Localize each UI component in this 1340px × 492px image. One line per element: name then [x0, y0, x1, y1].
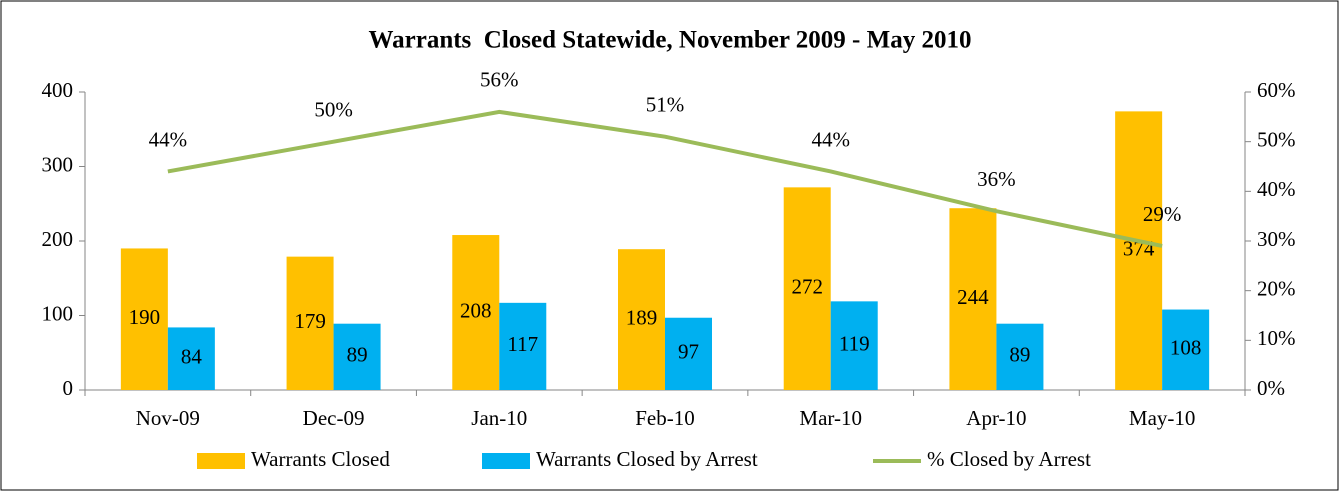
bar-value-label: 117 — [507, 332, 538, 356]
x-tick-label: Mar-10 — [799, 406, 862, 430]
x-tick-label: Jan-10 — [471, 406, 527, 430]
y2-tick-label: 60% — [1257, 78, 1296, 102]
line-value-label: 44% — [149, 127, 188, 151]
bar — [286, 256, 334, 390]
bar — [1115, 111, 1163, 391]
bar-value-label: 108 — [1170, 336, 1202, 360]
line-value-label: 50% — [314, 97, 353, 121]
y2-tick-label: 10% — [1257, 326, 1296, 350]
bar-value-label: 190 — [129, 305, 161, 329]
bar — [783, 187, 831, 390]
legend-swatch — [482, 453, 530, 469]
x-tick-label: Feb-10 — [635, 406, 695, 430]
line-value-label: 29% — [1143, 202, 1182, 226]
bar — [996, 323, 1044, 390]
y2-tick-label: 30% — [1257, 227, 1296, 251]
bar-value-label: 89 — [1009, 343, 1030, 367]
line-series — [167, 109, 1163, 248]
bar — [333, 323, 381, 390]
y2-tick-label: 0% — [1257, 376, 1285, 400]
x-tick-label: May-10 — [1129, 406, 1196, 430]
bar-value-label: 119 — [839, 331, 870, 355]
y-tick-label: 300 — [42, 152, 74, 176]
bar — [1162, 309, 1210, 390]
x-tick-label: Apr-10 — [966, 406, 1026, 430]
chart-title: Warrants Closed Statewide, November 2009… — [369, 27, 972, 54]
y-tick-label: 0 — [63, 376, 74, 400]
x-tick-label: Nov-09 — [136, 406, 200, 430]
line-value-label: 44% — [811, 127, 850, 151]
line-value-label: 56% — [480, 68, 519, 92]
bar — [452, 235, 500, 390]
bar — [949, 208, 997, 390]
bar-value-label: 272 — [791, 274, 823, 298]
bar — [830, 301, 878, 390]
y-tick-label: 200 — [42, 227, 74, 251]
bar-value-label: 97 — [678, 340, 699, 364]
y2-tick-label: 50% — [1257, 127, 1296, 151]
bar-value-label: 84 — [181, 345, 203, 369]
y2-tick-label: 20% — [1257, 276, 1296, 300]
bar-value-label: 179 — [294, 309, 326, 333]
bar-value-label: 89 — [347, 343, 368, 367]
bar — [665, 317, 712, 390]
bar — [120, 248, 168, 390]
bar — [167, 327, 215, 390]
bar-value-label: 208 — [460, 298, 492, 322]
bar — [499, 302, 547, 390]
line-value-label: 36% — [977, 167, 1016, 191]
y2-tick-label: 40% — [1257, 177, 1296, 201]
bar-value-label: 189 — [626, 305, 658, 329]
legend-swatch — [197, 453, 245, 469]
legend-label: % Closed by Arrest — [927, 447, 1091, 471]
legend-label: Warrants Closed by Arrest — [536, 447, 758, 471]
bar-value-label: 244 — [957, 285, 989, 309]
y-tick-label: 100 — [42, 301, 74, 325]
legend-label: Warrants Closed — [251, 447, 390, 471]
bar — [618, 249, 665, 390]
y-tick-label: 400 — [42, 78, 74, 102]
x-tick-label: Dec-09 — [303, 406, 365, 430]
line-value-label: 51% — [646, 93, 685, 117]
